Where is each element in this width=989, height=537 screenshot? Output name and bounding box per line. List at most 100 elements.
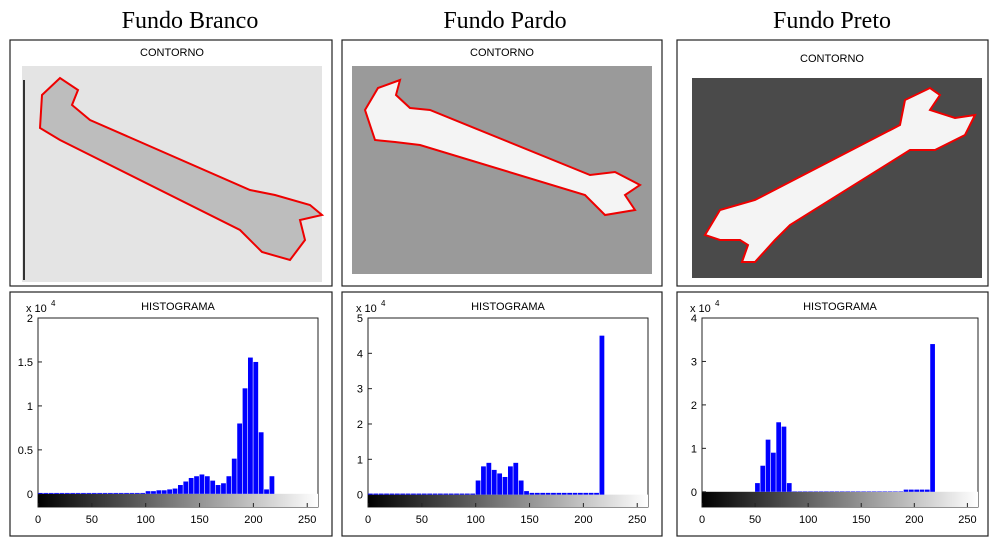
bar [421, 493, 427, 495]
y-tick-label: 4 [357, 348, 363, 360]
bar [242, 388, 248, 494]
x-tick-label: 50 [416, 514, 428, 526]
panel-frame [341, 39, 663, 287]
y-tick-label: 1 [27, 401, 33, 413]
bar [464, 493, 470, 495]
bar [43, 492, 49, 494]
image-title: CONTORNO [470, 47, 534, 59]
bar [776, 422, 782, 492]
bar [151, 491, 156, 494]
bar [389, 493, 395, 495]
bar [588, 492, 594, 495]
bar [765, 439, 771, 492]
bar [508, 466, 513, 495]
bar [124, 492, 129, 494]
image-title: CONTORNO [800, 53, 864, 65]
y-tick-label: 0 [27, 489, 33, 501]
panel-frame [341, 291, 663, 537]
bar [221, 483, 226, 494]
chart-title: HISTOGRAMA [471, 301, 545, 313]
wrench [703, 86, 977, 263]
bar [771, 452, 776, 492]
x-tick-label: 250 [628, 514, 646, 526]
wrench [38, 76, 325, 262]
x-tick-label: 0 [35, 514, 41, 526]
bar [400, 493, 406, 495]
bar [178, 485, 183, 494]
bar [108, 492, 113, 494]
bar [188, 477, 194, 494]
bar [497, 473, 503, 495]
bar [54, 492, 59, 494]
bar [454, 493, 459, 495]
bar [470, 493, 476, 495]
x-tick-label: 100 [137, 514, 155, 526]
bar [215, 485, 221, 494]
bar [556, 492, 562, 495]
x-tick-label: 50 [86, 514, 98, 526]
y-multiplier: x 10 [690, 303, 711, 315]
y-tick-label: 0 [357, 490, 363, 502]
bar [914, 489, 920, 492]
y-tick-label: 1 [691, 443, 697, 455]
bar [253, 361, 259, 494]
x-tick-label: 100 [799, 514, 817, 526]
y-tick-label: 2 [27, 313, 33, 325]
panel-frame [676, 39, 989, 287]
bar [156, 490, 162, 494]
heading: Fundo Preto [773, 8, 891, 34]
colorbar [702, 491, 978, 507]
wrench [363, 78, 642, 217]
bar [909, 489, 914, 492]
image-title: CONTORNO [140, 47, 204, 59]
x-tick-label: 200 [244, 514, 262, 526]
bar [38, 492, 43, 494]
bar [70, 492, 76, 494]
chart-title: HISTOGRAMA [803, 301, 877, 313]
bar [258, 432, 264, 494]
bar [59, 492, 65, 494]
bar [145, 491, 151, 494]
x-tick-label: 200 [905, 514, 923, 526]
bar [113, 492, 119, 494]
x-tick-label: 100 [467, 514, 485, 526]
x-tick-label: 250 [298, 514, 316, 526]
bar [64, 492, 70, 494]
image-panel: CONTORNO [676, 39, 989, 287]
bar [199, 474, 205, 494]
bar [48, 492, 54, 494]
plot-area [701, 317, 979, 508]
bar [134, 492, 140, 494]
bar [529, 492, 535, 495]
bar [129, 492, 135, 494]
bar [459, 493, 465, 495]
bar [551, 492, 556, 495]
bar [513, 462, 519, 495]
bar [491, 469, 497, 495]
bar [183, 481, 189, 494]
bar [432, 493, 438, 495]
bar [567, 492, 573, 495]
bar [561, 492, 567, 495]
bar [269, 476, 275, 494]
bar [161, 490, 167, 494]
x-tick-label: 200 [574, 514, 592, 526]
x-tick-label: 150 [190, 514, 208, 526]
chart-title: HISTOGRAMA [141, 301, 215, 313]
bar [167, 489, 173, 494]
panel-frame [676, 291, 989, 537]
x-tick-label: 250 [958, 514, 976, 526]
bar [91, 492, 97, 494]
bar [237, 423, 243, 494]
bar [172, 488, 178, 494]
bar [264, 489, 269, 494]
bar [405, 493, 411, 495]
bar [760, 465, 766, 492]
bar [204, 476, 210, 494]
bar [599, 335, 605, 495]
bar [81, 492, 86, 494]
y-exponent: 4 [715, 299, 720, 308]
bar [75, 492, 81, 494]
